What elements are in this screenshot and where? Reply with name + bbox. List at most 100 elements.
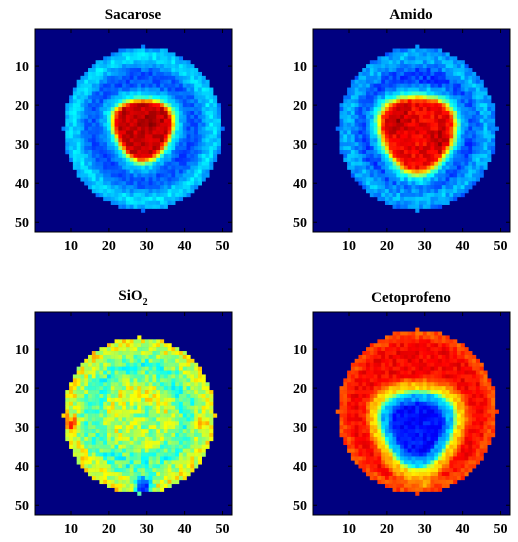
heatmap-cell [152,75,157,81]
heatmap-cell [118,118,123,123]
heatmap-cell [396,204,401,209]
heatmap-cell [475,134,480,139]
heatmap-cell [144,122,149,127]
heatmap-cell [160,401,165,406]
heatmap-cell [144,421,149,426]
heatmap-cell [95,358,100,364]
heatmap-cell [84,87,89,92]
heatmap-cell [190,79,195,84]
heatmap-cell [415,401,420,406]
heatmap-cell [175,95,180,100]
heatmap-cell [411,71,416,77]
heatmap-cell [438,91,443,96]
heatmap-cell [434,146,439,151]
heatmap-cell [84,75,89,81]
heatmap-cell [156,181,161,186]
heatmap-cell [110,142,115,147]
heatmap-cell [99,362,104,367]
heatmap-cell [438,366,443,371]
heatmap-cell [407,68,412,73]
heatmap-cell [445,87,450,92]
heatmap-cell [197,456,202,461]
heatmap-cell [95,351,100,356]
heatmap-cell [141,425,146,430]
heatmap-cell [182,393,187,399]
heatmap-cell [160,48,165,53]
heatmap-cell [156,71,161,77]
heatmap-cell [114,173,119,178]
heatmap-cell [137,56,142,61]
heatmap-cell [449,107,454,112]
heatmap-cell [460,413,465,418]
heatmap-cell [209,429,214,434]
heatmap-cell [80,134,85,139]
heatmap-cell [400,91,405,96]
heatmap-cell [133,200,138,205]
heatmap-cell [95,405,100,410]
heatmap-cell [144,425,149,430]
heatmap-cell [122,130,127,135]
heatmap-cell [122,68,127,73]
heatmap-cell [156,56,161,61]
heatmap-cell [137,397,142,403]
heatmap-cell [426,114,431,120]
heatmap-cell [362,79,367,84]
heatmap-cell [209,134,214,139]
x-tick-label: 40 [178,239,192,254]
heatmap-cell [426,138,431,143]
heatmap-cell [197,421,202,426]
heatmap-cell [407,347,412,352]
heatmap-cell [148,87,153,92]
heatmap-cell [407,79,412,84]
heatmap-cell [194,79,199,84]
heatmap-cell [88,390,93,395]
heatmap-cell [434,200,439,205]
heatmap-cell [411,87,416,92]
heatmap-cell [350,150,355,155]
heatmap-cell [430,204,435,209]
heatmap-cell [178,192,184,198]
heatmap-cell [186,185,191,190]
heatmap-cell [441,87,446,92]
heatmap-cell [464,393,469,399]
heatmap-cell [468,157,473,163]
heatmap-cell [129,185,134,190]
heatmap-cell [190,468,195,473]
heatmap-cell [438,99,443,104]
heatmap-cell [148,118,153,123]
heatmap-cell [216,146,221,151]
heatmap-cell [190,456,195,461]
heatmap-cell [167,95,172,100]
heatmap-cell [118,153,123,159]
heatmap-cell [99,386,104,391]
heatmap-cell [377,196,382,202]
heatmap-cell [205,126,210,131]
heatmap-cell [381,413,386,418]
heatmap-cell [201,138,206,143]
heatmap-cell [182,150,187,155]
heatmap-cell [141,91,146,96]
heatmap-cell [110,370,115,375]
heatmap-cell [69,153,74,159]
heatmap-cell [434,52,439,57]
heatmap-cell [129,386,134,391]
heatmap-cell [190,173,195,178]
heatmap-cell [456,362,462,367]
heatmap-cell [194,393,199,399]
heatmap-cell [419,134,424,139]
heatmap-cell [384,103,390,108]
heatmap-cell [384,393,390,399]
heatmap-cell [69,436,74,442]
heatmap-cell [475,390,480,395]
heatmap-cell [483,157,488,163]
heatmap-cell [434,79,439,84]
heatmap-cell [468,68,473,73]
heatmap-cell [106,464,112,469]
heatmap-cell [178,472,184,477]
heatmap-cell [171,468,176,473]
heatmap-cell [475,169,480,174]
heatmap-cell [99,95,104,100]
heatmap-cell [438,351,443,356]
heatmap-cell [114,200,119,205]
heatmap-cell [358,169,363,174]
